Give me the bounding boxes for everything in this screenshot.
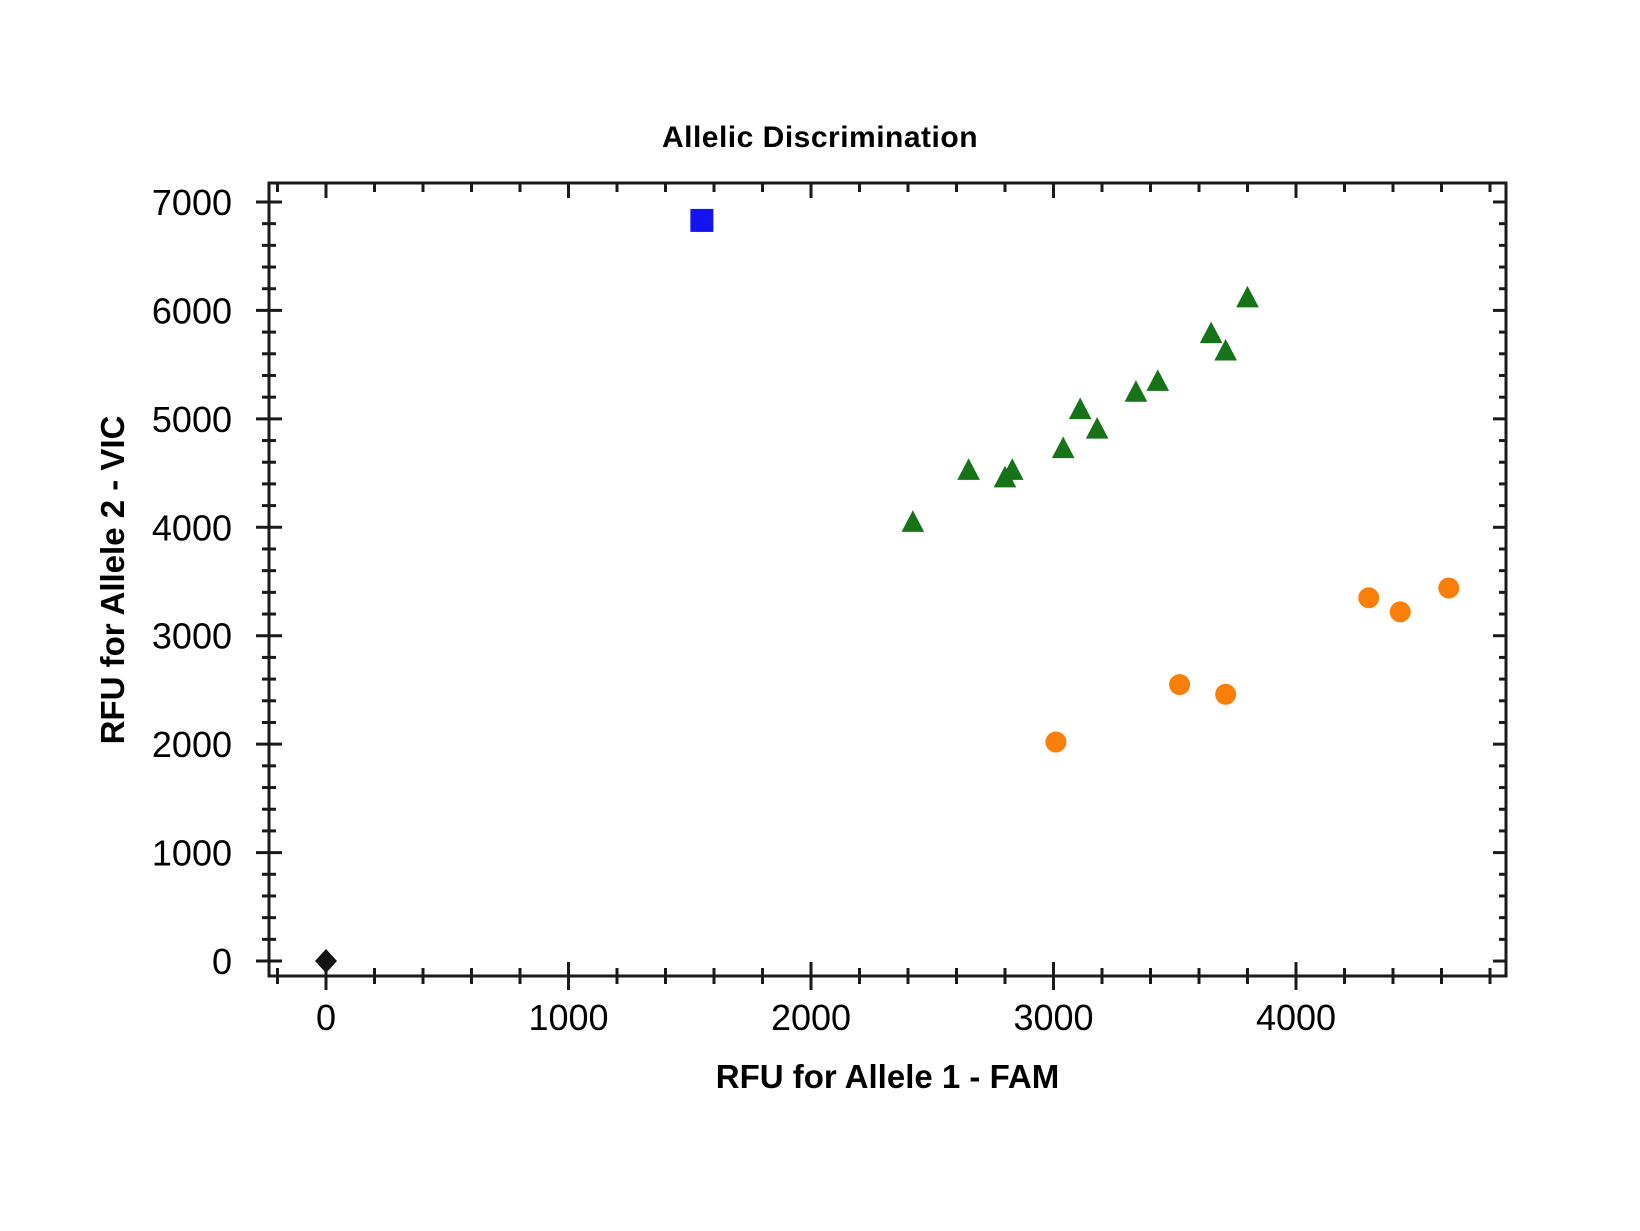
- x-tick-label: 4000: [1256, 997, 1336, 1038]
- green-triangle-cluster-marker: [957, 458, 980, 480]
- x-tick-label: 3000: [1013, 997, 1093, 1038]
- chart-title: Allelic Discrimination: [661, 121, 979, 154]
- orange-circle-cluster-marker: [1389, 601, 1411, 623]
- orange-circle-cluster-marker: [1169, 674, 1191, 696]
- orange-circle-cluster-marker: [1438, 577, 1460, 599]
- y-tick-label: 1000: [152, 833, 232, 874]
- green-triangle-cluster-marker: [1236, 285, 1259, 308]
- green-triangle-cluster-marker: [1051, 436, 1075, 459]
- blue-square-cluster-marker: [690, 208, 714, 232]
- green-triangle-cluster-marker: [1214, 338, 1237, 361]
- green-triangle-cluster-marker: [901, 510, 925, 532]
- y-tick-label: 2000: [152, 724, 232, 765]
- y-tick-label: 7000: [152, 182, 232, 223]
- y-tick-label: 6000: [152, 290, 232, 331]
- y-tick-label: 3000: [152, 616, 232, 657]
- green-triangle-cluster-marker: [1146, 369, 1170, 391]
- y-axis-label: RFU for Allele 2 - VIC: [94, 415, 131, 745]
- y-tick-label: 0: [212, 941, 232, 982]
- x-axis-label: RFU for Allele 1 - FAM: [715, 1058, 1060, 1095]
- y-tick-label: 4000: [152, 507, 232, 548]
- x-tick-label: 2000: [771, 997, 851, 1038]
- x-tick-label: 0: [316, 997, 336, 1038]
- plot-frame: [267, 181, 1508, 978]
- green-triangle-cluster-marker: [1124, 380, 1148, 402]
- orange-circle-cluster-marker: [1045, 731, 1067, 753]
- orange-circle-cluster-marker: [1215, 683, 1237, 705]
- x-tick-label: 1000: [528, 997, 608, 1038]
- y-tick-label: 5000: [152, 399, 232, 440]
- green-triangle-cluster-marker: [1000, 458, 1024, 480]
- green-triangle-cluster-marker: [1199, 321, 1223, 344]
- orange-circle-cluster-marker: [1358, 587, 1380, 609]
- green-triangle-cluster-marker: [1068, 397, 1092, 420]
- black-diamond-ntc-marker: [314, 949, 337, 974]
- green-triangle-cluster-marker: [1085, 417, 1109, 439]
